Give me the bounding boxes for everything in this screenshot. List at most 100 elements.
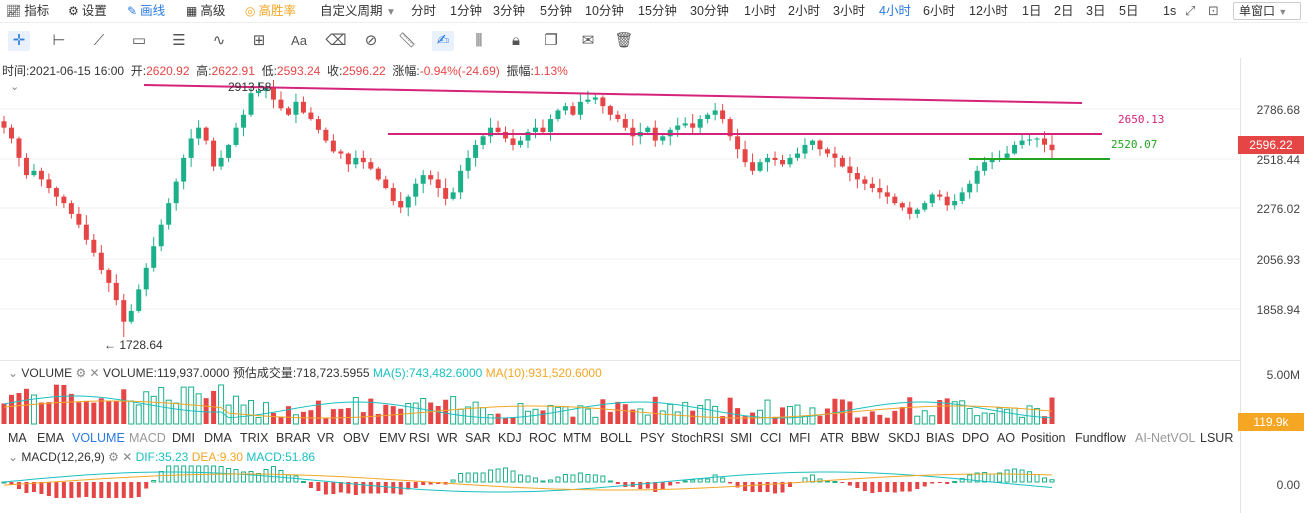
period-tab[interactable]: 5日: [1119, 4, 1139, 18]
window-mode-select[interactable]: 单窗口 ▼: [1233, 2, 1301, 20]
period-tab[interactable]: 3小时: [833, 4, 865, 18]
draw-button[interactable]: ✎ 画线: [127, 4, 166, 18]
indicator-tab[interactable]: MA: [8, 431, 27, 445]
indicator-tab[interactable]: MACD: [129, 431, 166, 445]
macd-bar: [600, 475, 606, 483]
indicator-tab[interactable]: VR: [317, 431, 335, 445]
resistance-trend-line[interactable]: [143, 84, 1083, 104]
indicator-tab[interactable]: SMI: [730, 431, 753, 445]
volume-legend: ⌄ VOLUME ⚙ ✕ VOLUME:119,937.0000 预估成交量:7…: [8, 366, 602, 380]
indicator-tab[interactable]: VOLUME: [72, 431, 125, 445]
volume-bar: [517, 403, 524, 425]
indicator-tab[interactable]: AO: [997, 431, 1016, 445]
candle-body: [712, 110, 718, 115]
indicator-tab[interactable]: RSI: [409, 431, 430, 445]
wave-icon[interactable]: ∿: [212, 32, 226, 49]
indicator-tab[interactable]: BBW: [851, 431, 880, 445]
chevron-down-icon[interactable]: ⌄: [8, 450, 19, 464]
candle-body: [787, 157, 793, 165]
period-tab[interactable]: 10分钟: [585, 4, 624, 18]
custom-period-dropdown[interactable]: 自定义周期 ▼: [320, 4, 396, 18]
collapse-chevron-icon[interactable]: ⌄: [10, 81, 20, 93]
indicator-tab[interactable]: KDJ: [498, 431, 522, 445]
indicator-tab[interactable]: EMA: [37, 431, 65, 445]
candle-body: [263, 86, 269, 92]
indicator-tab[interactable]: ROC: [529, 431, 557, 445]
indicator-tab[interactable]: DMI: [172, 431, 195, 445]
indicator-tab[interactable]: MTM: [563, 431, 592, 445]
indicator-tab[interactable]: Fundflow: [1075, 431, 1126, 445]
parallel-lines-icon[interactable]: ☰: [172, 32, 186, 49]
refresh-rate[interactable]: 1s: [1163, 4, 1177, 18]
rectangle-icon[interactable]: ▭: [131, 32, 147, 49]
indicator-tab[interactable]: SKDJ: [888, 431, 920, 445]
indicator-tab[interactable]: LSUR: [1200, 431, 1234, 445]
indicator-tab[interactable]: WR: [437, 431, 458, 445]
indicator-tab[interactable]: TRIX: [240, 431, 269, 445]
candle-body: [907, 207, 913, 214]
indicator-tab[interactable]: SAR: [465, 431, 491, 445]
indicator-tab[interactable]: CCI: [760, 431, 782, 445]
settings-button[interactable]: ⚙ 设置: [68, 4, 107, 18]
indicator-tab[interactable]: BOLL: [600, 431, 632, 445]
macd-bar: [9, 482, 14, 485]
period-tab[interactable]: 2日: [1054, 4, 1074, 18]
layers-icon[interactable]: ❐: [544, 32, 558, 49]
indicator-tab[interactable]: PSY: [640, 431, 666, 445]
indicator-tab[interactable]: DPO: [962, 431, 990, 445]
note-icon[interactable]: ✉: [581, 32, 595, 49]
period-tab[interactable]: 3分钟: [493, 4, 525, 18]
horizontal-line-icon[interactable]: ⊢: [52, 32, 66, 49]
eraser-icon[interactable]: ⌫: [325, 32, 347, 49]
period-tab[interactable]: 1日: [1022, 4, 1042, 18]
measure-icon[interactable]: ⊞: [252, 32, 266, 49]
brush-icon[interactable]: ✍︎: [432, 31, 454, 51]
indicator-tab[interactable]: MFI: [789, 431, 811, 445]
indicator-tab[interactable]: EMV: [379, 431, 407, 445]
volume-bar: [180, 386, 187, 425]
lock-icon[interactable]: 🔒︎: [512, 32, 520, 49]
candles-icon[interactable]: ⫼: [475, 32, 483, 49]
volume-bar: [659, 410, 666, 425]
period-tab[interactable]: 6小时: [923, 4, 955, 18]
indicator-tab[interactable]: BRAR: [276, 431, 311, 445]
screenshot-icon[interactable]: ⊡: [1208, 3, 1219, 18]
candle-body: [375, 168, 381, 180]
ruler-icon[interactable]: 📏︎: [397, 32, 417, 49]
period-tab[interactable]: 4小时: [879, 4, 911, 18]
period-tab[interactable]: 1小时: [744, 4, 776, 18]
indicator-tab[interactable]: OBV: [343, 431, 370, 445]
indicators-button[interactable]: 📈︎ 指标: [6, 4, 50, 18]
chart-canvas[interactable]: [0, 58, 1240, 508]
gear-icon[interactable]: ⚙: [75, 366, 87, 380]
magnet-icon[interactable]: ⊘: [364, 32, 378, 49]
indicator-tab[interactable]: ATR: [820, 431, 845, 445]
trash-icon[interactable]: 🗑︎: [614, 32, 634, 49]
close-icon[interactable]: ✕: [122, 450, 133, 464]
period-tab[interactable]: 12小时: [969, 4, 1008, 18]
volume-bar: [981, 412, 988, 425]
crosshair-icon[interactable]: ✛: [8, 31, 30, 51]
indicator-tab[interactable]: Position: [1021, 431, 1066, 445]
text-icon[interactable]: Aa: [291, 33, 307, 48]
volume-bar: [570, 416, 576, 424]
candle-body: [518, 140, 524, 145]
trend-line-icon[interactable]: ⟋: [93, 32, 105, 49]
period-tab[interactable]: 分时: [411, 4, 437, 18]
gear-icon[interactable]: ⚙: [108, 450, 119, 464]
period-tab[interactable]: 2小时: [788, 4, 820, 18]
indicator-tab[interactable]: AI-NetVOL: [1135, 431, 1196, 445]
indicator-tab[interactable]: DMA: [204, 431, 232, 445]
indicator-tab[interactable]: StochRSI: [671, 431, 724, 445]
indicator-tab[interactable]: BIAS: [926, 431, 955, 445]
period-tab[interactable]: 30分钟: [690, 4, 729, 18]
period-tab[interactable]: 3日: [1086, 4, 1106, 18]
period-tab[interactable]: 15分钟: [638, 4, 677, 18]
fullscreen-icon[interactable]: ⤢: [1185, 3, 1196, 18]
period-tab[interactable]: 1分钟: [450, 4, 482, 18]
chevron-down-icon[interactable]: ⌄: [8, 366, 19, 380]
win-rate-button[interactable]: ◎ 高胜率: [245, 4, 296, 18]
advanced-button[interactable]: ▦ 高级: [186, 4, 226, 18]
close-icon[interactable]: ✕: [89, 366, 100, 380]
period-tab[interactable]: 5分钟: [540, 4, 572, 18]
